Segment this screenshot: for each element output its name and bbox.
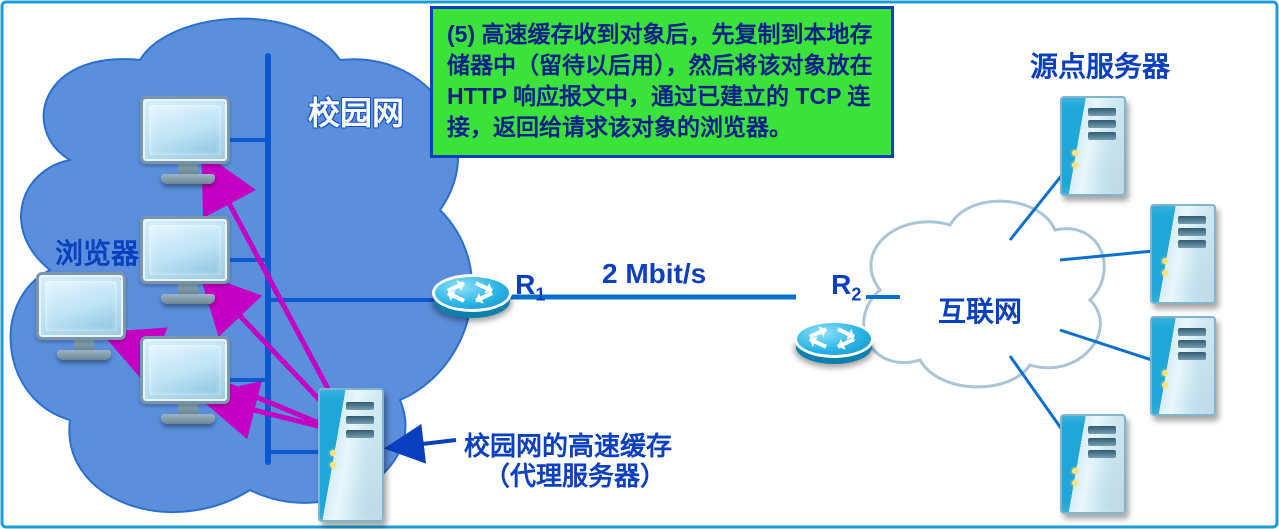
cache-label-line2: （代理服务器） <box>484 456 666 493</box>
browser-label: 浏览器 <box>55 232 139 272</box>
pc-icon <box>140 336 236 428</box>
browser-pc-icon <box>36 272 132 364</box>
router-icon <box>794 320 868 366</box>
router-icon <box>432 274 506 320</box>
origin-server-icon <box>1150 316 1220 416</box>
pc-icon <box>140 96 236 188</box>
origin-server-icon <box>1060 414 1130 514</box>
origin-server-icon <box>1150 204 1220 304</box>
origin-server-label: 源点服务器 <box>1030 45 1170 85</box>
step-infobox: (5) 高速缓存收到对象后，先复制到本地存储器中（留待以后用），然后将该对象放在… <box>430 6 894 158</box>
pc-icon <box>140 216 236 308</box>
cache-server-icon <box>318 388 388 522</box>
internet-label: 互联网 <box>938 290 1022 330</box>
origin-server-icon <box>1060 96 1130 196</box>
campus-net-label: 校园网 <box>308 88 404 134</box>
step-infobox-text: (5) 高速缓存收到对象后，先复制到本地存储器中（留待以后用），然后将该对象放在… <box>447 21 873 140</box>
bandwidth-label: 2 Mbit/s <box>602 258 706 290</box>
